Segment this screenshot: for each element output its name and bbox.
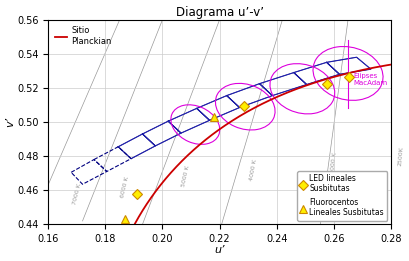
Text: Elipses
MacAdam: Elipses MacAdam: [354, 73, 388, 86]
Text: 5000 K: 5000 K: [181, 165, 190, 188]
Y-axis label: v’: v’: [6, 117, 16, 127]
Text: 6000 K: 6000 K: [121, 176, 130, 198]
Legend: LED lineales
Susbitutas, Fluorocentos
Lineales Susbitutas: LED lineales Susbitutas, Fluorocentos Li…: [297, 171, 387, 221]
Text: 4000 K: 4000 K: [249, 159, 258, 181]
X-axis label: u’: u’: [214, 245, 225, 256]
Text: 3000 K: 3000 K: [330, 152, 337, 174]
Text: 2500K: 2500K: [398, 146, 404, 166]
Text: 7000 K: 7000 K: [72, 182, 82, 205]
Title: Diagrama u’-v’: Diagrama u’-v’: [175, 5, 263, 19]
